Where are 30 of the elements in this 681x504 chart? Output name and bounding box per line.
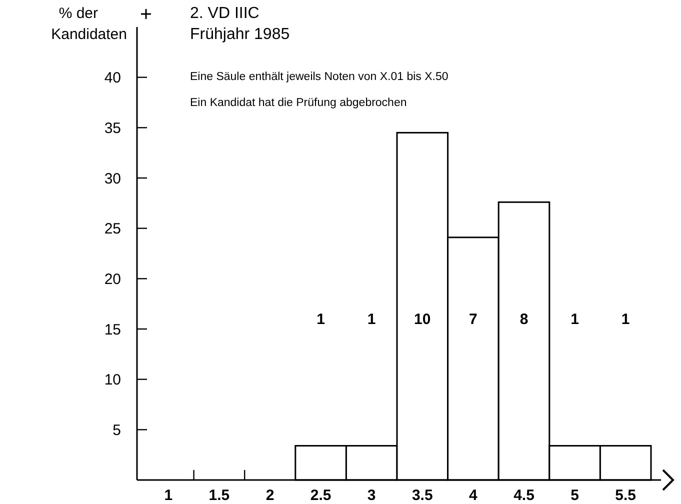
annotation: 1: [570, 311, 579, 328]
x-tick-label: 3.5: [412, 487, 433, 504]
y-tick-label: 5: [112, 422, 121, 439]
y-tick-label: 35: [104, 120, 121, 137]
chart-title: 2. VD IIIC: [190, 5, 260, 22]
x-tick-label: 1.5: [208, 487, 230, 504]
annotation: 1: [621, 311, 630, 328]
x-tick-label: 2: [266, 487, 274, 504]
x-tick-label: 3: [367, 487, 376, 504]
y-tick-label: 20: [104, 270, 121, 288]
annotation: 7: [469, 311, 478, 328]
x-tick-label: 4: [469, 487, 478, 504]
annotation: 1: [316, 311, 325, 328]
y-tick-label: 25: [104, 220, 121, 238]
annotation: 1: [367, 311, 376, 328]
x-tick-label: 4.5: [514, 487, 534, 504]
y-tick-label: 40: [104, 70, 121, 87]
x-tick-label: 5: [570, 487, 579, 504]
y-tick-label: 15: [104, 321, 121, 338]
y-axis-title: % der Kandidaten: [51, 5, 127, 43]
x-tick-label: 1: [164, 487, 173, 504]
chart-subtitle: Frühjahr 1985: [190, 26, 290, 43]
y-tick-label: 30: [104, 170, 121, 188]
annotation: 10: [414, 311, 431, 328]
x-tick-label: 2.5: [310, 487, 332, 504]
annotation: Eine Säule enthält jeweils Noten von X.01 bis X.50: [190, 71, 448, 83]
annotation: 8: [520, 311, 528, 328]
x-tick-label: 5.5: [615, 487, 636, 504]
annotation: Ein Kandidat hat die Prüfung abgebrochen: [190, 97, 407, 109]
y-tick-label: 10: [104, 372, 121, 389]
